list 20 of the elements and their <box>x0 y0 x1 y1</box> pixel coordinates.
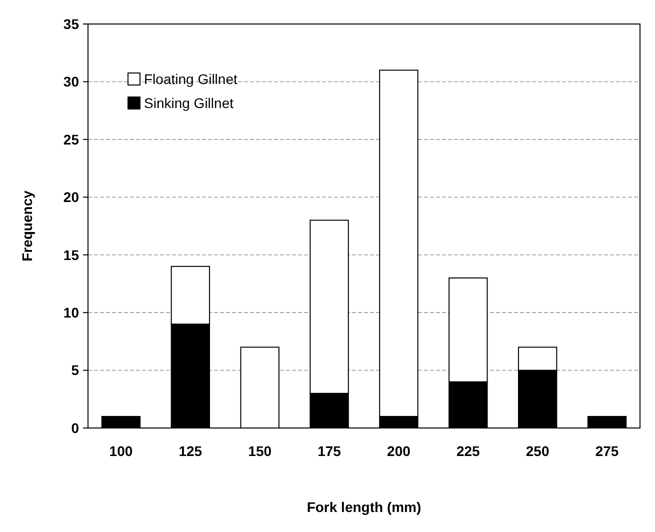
legend-label: Sinking Gillnet <box>144 94 234 111</box>
x-axis-title: Fork length (mm) <box>306 499 422 515</box>
y-tick-label: 10 <box>63 304 80 320</box>
y-tick-label: 35 <box>63 16 80 32</box>
x-tick-label: 150 <box>248 443 272 459</box>
y-tick-label: 5 <box>71 362 80 378</box>
x-tick-label: 100 <box>109 443 133 459</box>
x-tick-label: 125 <box>178 443 202 459</box>
legend-label: Floating Gillnet <box>144 70 238 87</box>
x-tick-label: 200 <box>387 443 411 459</box>
x-tick-label: 225 <box>456 443 480 459</box>
y-tick-label: 15 <box>63 246 80 263</box>
y-tick-label: 0 <box>71 420 80 436</box>
y-tick-label: 30 <box>63 74 80 90</box>
y-axis-title: Frequency <box>19 190 35 262</box>
x-tick-label: 275 <box>595 443 619 459</box>
y-tick-label: 25 <box>63 131 80 148</box>
x-tick-label: 175 <box>318 443 342 459</box>
y-tick-label: 20 <box>63 189 80 206</box>
x-tick-label: 250 <box>526 443 550 459</box>
